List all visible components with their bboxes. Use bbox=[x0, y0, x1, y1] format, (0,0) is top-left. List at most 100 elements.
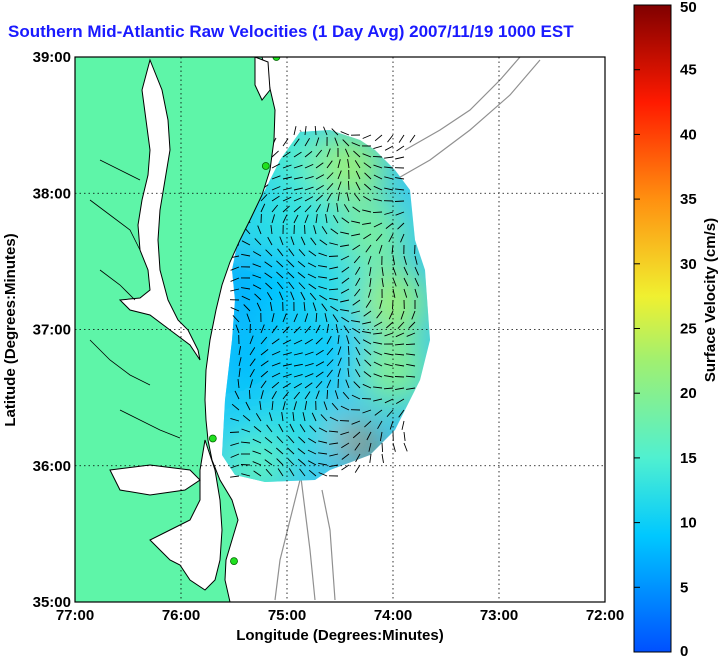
vector-arrow bbox=[315, 361, 325, 367]
vector-arrow bbox=[329, 416, 339, 422]
vector-arrow bbox=[362, 134, 372, 139]
vector-arrow bbox=[240, 464, 251, 466]
vector-arrow bbox=[320, 414, 328, 422]
vector-arrow bbox=[341, 217, 350, 224]
vector-arrow bbox=[373, 361, 383, 367]
vector-arrow bbox=[330, 228, 339, 235]
vector-arrow bbox=[373, 145, 383, 150]
vector-arrow bbox=[331, 402, 339, 411]
vector-arrow bbox=[381, 266, 384, 276]
vector-arrow bbox=[318, 285, 328, 290]
colorbar-tick-label: 20 bbox=[680, 385, 697, 402]
vector-arrow bbox=[307, 460, 317, 466]
vector-arrow bbox=[314, 125, 317, 136]
vector-arrow bbox=[300, 236, 306, 246]
vector-arrow bbox=[229, 431, 240, 433]
vector-arrow bbox=[304, 214, 309, 224]
vector-arrow bbox=[276, 281, 284, 290]
vector-arrow bbox=[403, 266, 409, 276]
colorbar-ticks: 0 5 10 15 20 25 30 35 40 45 50 bbox=[634, 0, 697, 659]
vector-arrow bbox=[298, 436, 306, 444]
vector-arrow bbox=[315, 214, 318, 224]
vector-arrow bbox=[321, 226, 328, 235]
vector-arrow bbox=[264, 272, 273, 279]
vector-arrow bbox=[304, 205, 312, 213]
vector-arrow bbox=[392, 255, 396, 265]
colorbar-tick-label: 50 bbox=[680, 0, 697, 16]
vector-arrow bbox=[308, 438, 317, 444]
vector-arrow bbox=[414, 255, 418, 265]
vector-arrow bbox=[351, 142, 361, 147]
vector-arrow bbox=[235, 324, 240, 334]
vector-arrow bbox=[395, 332, 405, 338]
vector-arrow bbox=[271, 195, 280, 202]
vector-arrow bbox=[260, 380, 267, 389]
vector-arrow bbox=[328, 255, 339, 257]
vector-arrow bbox=[312, 302, 317, 312]
vector-arrow bbox=[309, 292, 317, 301]
vector-arrow bbox=[384, 363, 394, 367]
vector-arrow bbox=[363, 162, 372, 169]
vector-arrow bbox=[381, 442, 384, 453]
vector-arrow bbox=[282, 313, 287, 323]
vector-arrow bbox=[282, 363, 292, 367]
vector-arrow bbox=[362, 409, 372, 414]
vector-arrow bbox=[398, 134, 405, 143]
vector-arrow bbox=[373, 198, 383, 202]
vector-arrow bbox=[403, 288, 408, 298]
vector-arrow bbox=[259, 401, 262, 411]
vector-arrow bbox=[315, 149, 323, 158]
vector-arrow bbox=[299, 468, 306, 477]
vector-arrow bbox=[282, 196, 292, 202]
vector-arrow bbox=[394, 343, 405, 346]
vector-arrow bbox=[340, 231, 350, 235]
vector-arrow bbox=[351, 420, 361, 425]
vector-arrow bbox=[347, 345, 350, 356]
vector-arrow bbox=[256, 302, 262, 312]
grid-lines bbox=[75, 57, 605, 602]
vector-arrow bbox=[282, 151, 291, 158]
x-axis-label: Longitude (Degrees:Minutes) bbox=[236, 627, 444, 644]
vector-arrow bbox=[388, 310, 394, 320]
vector-arrow bbox=[307, 262, 317, 268]
colorbar-tick-label: 40 bbox=[680, 126, 697, 143]
vector-arrow bbox=[293, 326, 301, 334]
vector-arrow bbox=[373, 332, 383, 335]
vector-arrow bbox=[304, 186, 314, 191]
vector-arrow bbox=[269, 302, 273, 312]
y-tick-label: 38:00 bbox=[33, 185, 71, 202]
vector-arrow bbox=[298, 282, 306, 290]
vector-arrow bbox=[397, 321, 405, 329]
vector-arrow bbox=[377, 420, 383, 430]
vector-arrow bbox=[384, 187, 394, 191]
vector-arrow bbox=[414, 277, 420, 287]
vector-arrow bbox=[336, 203, 339, 213]
vector-arrow bbox=[373, 398, 383, 402]
vector-arrow bbox=[271, 175, 281, 180]
vector-arrow bbox=[403, 255, 407, 265]
vector-arrow bbox=[278, 423, 284, 433]
vector-arrow bbox=[373, 386, 383, 389]
vector-arrow bbox=[340, 255, 350, 261]
vector-arrow bbox=[326, 369, 333, 378]
vector-arrow bbox=[276, 260, 284, 268]
vector-arrow bbox=[315, 185, 324, 191]
vector-arrow bbox=[271, 390, 277, 400]
vector-arrow bbox=[323, 401, 328, 411]
vector-arrow bbox=[293, 187, 303, 191]
vector-arrow bbox=[344, 148, 350, 158]
vector-arrow bbox=[304, 351, 314, 356]
vector-arrow bbox=[353, 255, 361, 264]
vector-arrow bbox=[351, 233, 361, 237]
vector-arrow bbox=[252, 263, 262, 268]
vector-arrow bbox=[271, 381, 280, 389]
field-cell bbox=[337, 200, 406, 269]
vector-arrow bbox=[267, 236, 273, 246]
vector-arrow bbox=[330, 305, 339, 312]
vector-arrow bbox=[386, 409, 394, 418]
vector-arrow bbox=[373, 174, 383, 180]
vector-arrow bbox=[343, 204, 350, 213]
vector-arrow bbox=[260, 336, 268, 345]
vector-arrow bbox=[341, 266, 350, 273]
vector-arrow bbox=[373, 351, 383, 356]
